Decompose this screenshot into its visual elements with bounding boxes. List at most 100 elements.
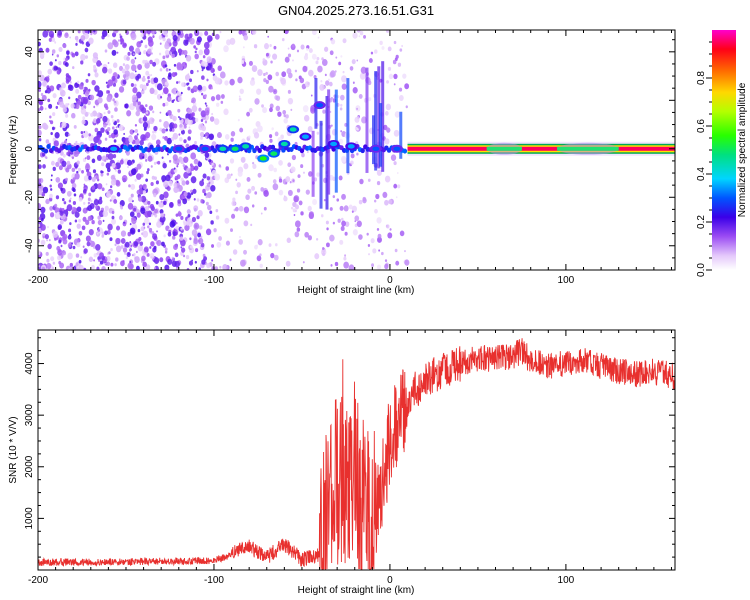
spectrogram-noise-blob xyxy=(287,189,293,196)
spectrogram-noise-blob xyxy=(80,106,84,110)
spectrogram-noise-blob xyxy=(149,59,153,65)
spectrogram-noise-blob xyxy=(186,209,191,215)
spectrogram-noise-blob xyxy=(38,188,43,196)
spectrogram-noise-blob xyxy=(338,61,342,66)
spectrogram-noise-blob xyxy=(109,199,112,202)
spectrogram-noise-blob xyxy=(193,222,200,230)
spectrogram-noise-blob xyxy=(109,237,113,242)
spectrogram-noise-blob xyxy=(69,36,71,39)
spectrogram-noise-blob xyxy=(305,189,310,195)
spectrogram-noise-blob xyxy=(167,153,169,156)
spectrogram-noise-blob xyxy=(190,152,197,160)
spectrogram-noise-blob xyxy=(46,87,51,94)
spectrogram-noise-blob xyxy=(198,49,204,56)
spectrogram-noise-blob xyxy=(384,175,391,183)
spectrogram-noise-blob xyxy=(180,227,183,231)
spectrogram-noise-blob xyxy=(48,30,55,38)
spectrogram-noise-blob xyxy=(66,204,73,212)
spectrogram-noise-blob xyxy=(145,264,151,270)
spectrogram-noise-blob xyxy=(134,256,140,264)
spectrogram-noise-blob xyxy=(155,200,159,205)
spectrogram-noise-blob xyxy=(109,185,113,189)
spectrogram-noise-blob xyxy=(352,32,358,39)
spectrogram-noise-blob xyxy=(341,83,347,90)
spectrogram-noise-blob xyxy=(189,245,193,249)
spectrogram-noise-blob xyxy=(99,252,104,259)
spectrogram-noise-blob xyxy=(321,59,328,67)
spectrogram-noise-blob xyxy=(161,30,165,33)
spectrogram-noise-blob xyxy=(184,33,190,40)
spectrogram-noise-blob xyxy=(178,80,181,84)
spectrogram-noise-blob xyxy=(91,219,95,225)
spectrogram-noise-blob xyxy=(361,116,367,124)
spectrogram-noise-blob xyxy=(164,49,170,56)
spectrogram-noise-blob xyxy=(152,35,155,38)
spectrogram-noise-blob xyxy=(194,248,199,253)
spectrogram-noise-blob xyxy=(134,57,137,60)
colorbar-tick-label: 0.0 xyxy=(696,263,707,277)
spectrogram-noise-blob xyxy=(72,188,76,193)
spectrogram-noise-blob xyxy=(122,63,126,66)
spectrogram-noise-blob xyxy=(41,152,46,157)
spectrogram-noise-blob xyxy=(330,38,336,45)
spectrogram-noise-blob xyxy=(62,250,67,256)
spectrogram-noise-blob xyxy=(173,63,177,67)
spectrogram-noise-blob xyxy=(343,205,349,212)
spectrogram-noise-blob xyxy=(49,206,54,211)
spectrogram-noise-blob xyxy=(136,212,141,218)
spectrogram-noise-blob xyxy=(214,266,219,270)
spectrogram-noise-blob xyxy=(163,191,169,199)
spectrogram-noise-blob xyxy=(102,210,109,218)
spectrogram-noise-blob xyxy=(394,248,398,253)
spectrogram-noise-blob xyxy=(278,178,283,183)
spectrogram-noise-blob xyxy=(38,88,42,92)
y-tick-label: 40 xyxy=(24,46,35,58)
ridge-point xyxy=(175,146,183,151)
spectrogram-noise-blob xyxy=(148,152,151,157)
spectrogram-noise-blob xyxy=(168,202,174,208)
spectrogram-noise-blob xyxy=(134,135,138,140)
spectrogram-noise-blob xyxy=(306,47,309,51)
spectrogram-noise-blob xyxy=(160,200,163,203)
spectrogram-noise-blob xyxy=(130,82,134,87)
spectrogram-noise-blob xyxy=(93,253,97,258)
spectrogram-noise-blob xyxy=(263,206,267,211)
spectrogram-noise-blob xyxy=(56,54,59,58)
spectrogram-noise-blob xyxy=(162,162,167,169)
spectrogram-noise-blob xyxy=(136,163,142,170)
spectrogram-noise-blob xyxy=(358,35,361,38)
spectrogram-noise-blob xyxy=(303,54,309,61)
spectrogram-noise-blob xyxy=(395,54,399,59)
spectrogram-streak xyxy=(319,120,323,209)
spectrogram-noise-blob xyxy=(388,73,394,80)
spectrogram-noise-blob xyxy=(271,127,274,131)
spectrogram-noise-blob xyxy=(113,139,117,143)
spectrogram-noise-blob xyxy=(324,46,329,52)
spectrogram-noise-blob xyxy=(49,120,54,125)
spectrogram-noise-blob xyxy=(126,56,130,61)
spectrogram-noise-blob xyxy=(156,239,162,247)
spectrogram-noise-blob xyxy=(44,107,47,110)
spectrogram-noise-blob xyxy=(59,207,62,211)
spectrogram-noise-blob xyxy=(96,154,102,161)
spectrogram-noise-blob xyxy=(130,33,137,41)
spectrogram-noise-blob xyxy=(147,168,150,172)
spectrogram-noise-blob xyxy=(278,159,283,166)
spectrogram-noise-blob xyxy=(62,153,66,158)
spectrogram-noise-blob xyxy=(243,220,249,227)
spectrogram-noise-blob xyxy=(209,179,214,186)
spectrogram-noise-blob xyxy=(225,166,230,171)
spectrogram-noise-blob xyxy=(65,167,70,173)
spectrogram-noise-blob xyxy=(267,74,273,81)
spectrogram-noise-blob xyxy=(307,125,313,132)
spectrogram-marks xyxy=(38,30,675,270)
spectrogram-noise-blob xyxy=(144,59,148,64)
spectrogram-noise-blob xyxy=(294,231,300,238)
spectrogram-noise-blob xyxy=(207,204,212,211)
spectrogram-noise-blob xyxy=(185,54,192,62)
spectrogram-noise-blob xyxy=(140,134,146,142)
spectrogram-noise-blob xyxy=(157,160,161,165)
spectrogram-noise-blob xyxy=(70,103,75,109)
spectrogram-noise-blob xyxy=(367,97,372,102)
colorbar: 0.0 0.2 0.4 0.6 0.8 Normalized spectral ampl… xyxy=(696,30,748,277)
